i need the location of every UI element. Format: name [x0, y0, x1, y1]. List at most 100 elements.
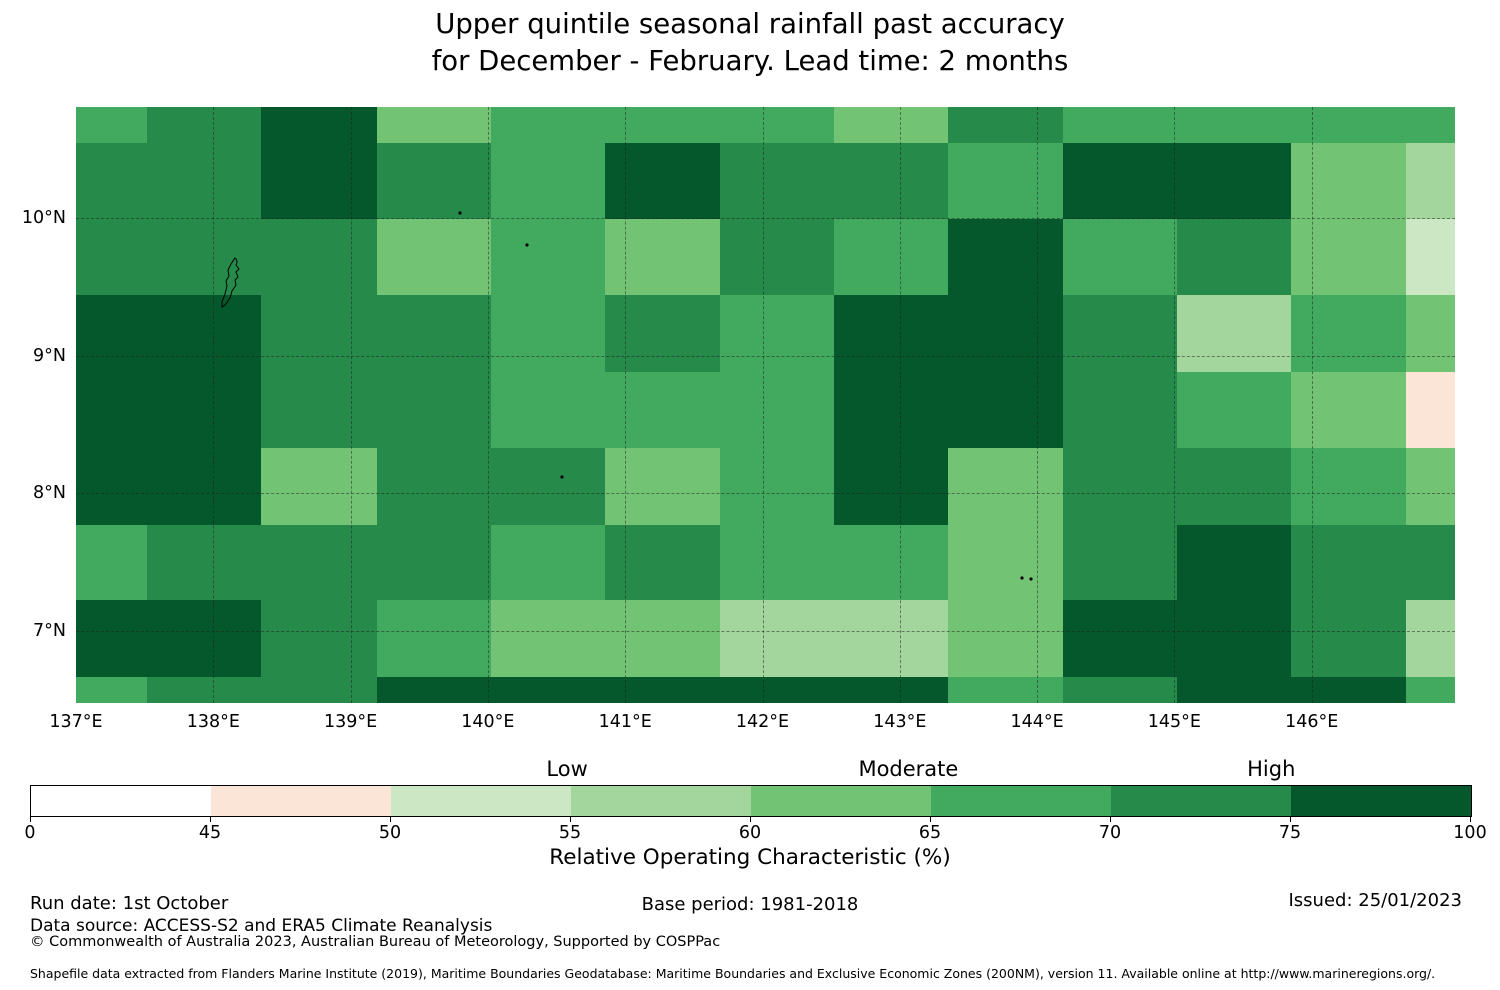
colorbar-tick-label: 75 [1278, 823, 1302, 843]
run-date-text: Run date: 1st October [30, 893, 229, 914]
heatmap-cell [377, 677, 491, 703]
heatmap-cell [1177, 372, 1291, 448]
heatmap-cell [377, 525, 491, 600]
heatmap-cell [605, 600, 720, 677]
y-tick-label: 7°N [33, 620, 66, 641]
chart-title-line1: Upper quintile seasonal rainfall past ac… [435, 8, 1065, 40]
heatmap-cell [147, 525, 261, 600]
heatmap-cell [720, 600, 834, 677]
heatmap-cell [1063, 525, 1177, 600]
heatmap-cell [76, 107, 147, 143]
heatmap-cell [76, 600, 147, 677]
heatmap-cell [147, 219, 261, 295]
heatmap-cell [948, 677, 1063, 703]
x-tick-label: 137°E [49, 712, 103, 732]
colorbar-tick [1290, 817, 1291, 822]
heatmap-cell [491, 143, 605, 219]
heatmap-cell [1177, 143, 1291, 219]
colorbar-tick-label: 100 [1453, 823, 1487, 843]
heatmap-cell [1291, 677, 1406, 703]
heatmap-cell [1063, 448, 1177, 525]
y-tick-label: 10°N [21, 208, 66, 228]
heatmap-cell [1406, 448, 1455, 525]
heatmap-cell [147, 372, 261, 448]
colorbar-tick [210, 817, 211, 822]
heatmap-cell [147, 677, 261, 703]
heatmap-cell [1406, 525, 1455, 600]
heatmap-cell [261, 219, 377, 295]
heatmap-cell [147, 143, 261, 219]
heatmap-cell [261, 372, 377, 448]
heatmap-cell [261, 525, 377, 600]
colorbar-tick [570, 817, 571, 822]
heatmap [76, 107, 1455, 703]
heatmap-cell [605, 219, 720, 295]
heatmap-cell [261, 600, 377, 677]
colorbar-tick-label: 60 [738, 823, 762, 843]
heatmap-cell [948, 600, 1063, 677]
heatmap-cell [1063, 107, 1177, 143]
colorbar-tick [30, 817, 31, 822]
heatmap-cell [1291, 143, 1406, 219]
heatmap-cell [491, 448, 605, 525]
heatmap-cell [377, 372, 491, 448]
heatmap-cell [1063, 372, 1177, 448]
x-tick-label: 138°E [186, 712, 240, 732]
heatmap-cell [147, 448, 261, 525]
heatmap-cell [1406, 295, 1455, 372]
heatmap-cell [76, 143, 147, 219]
colorbar-segment [1111, 786, 1291, 816]
heatmap-cell [76, 295, 147, 372]
heatmap-cell [491, 677, 605, 703]
heatmap-cell [491, 219, 605, 295]
heatmap-cell [605, 448, 720, 525]
heatmap-cell [834, 448, 948, 525]
colorbar-tick-label: 70 [1098, 823, 1122, 843]
heatmap-cell [834, 600, 948, 677]
heatmap-cell [147, 107, 261, 143]
heatmap-cell [1063, 600, 1177, 677]
heatmap-cell [147, 295, 261, 372]
heatmap-cell [261, 677, 377, 703]
heatmap-cell [720, 448, 834, 525]
x-tick-label: 144°E [1010, 712, 1064, 732]
data-source-text: Data source: ACCESS-S2 and ERA5 Climate … [30, 916, 493, 936]
colorbar [30, 785, 1472, 817]
heatmap-cell [948, 372, 1063, 448]
heatmap-cell [834, 525, 948, 600]
heatmap-cell [1406, 372, 1455, 448]
heatmap-cell [834, 295, 948, 372]
colorbar-segment [931, 786, 1111, 816]
x-tick-label: 146°E [1285, 712, 1339, 732]
heatmap-cell [76, 219, 147, 295]
heatmap-cell [720, 143, 834, 219]
heatmap-cell [1063, 295, 1177, 372]
heatmap-cell [1177, 107, 1291, 143]
heatmap-cell [261, 143, 377, 219]
colorbar-tick [1470, 817, 1471, 822]
heatmap-cell [76, 525, 147, 600]
heatmap-cell [1291, 525, 1406, 600]
heatmap-cell [1291, 219, 1406, 295]
colorbar-segment [751, 786, 931, 816]
shapefile-note-text: Shapefile data extracted from Flanders M… [30, 966, 1436, 981]
colorbar-zone-label: High [1247, 757, 1296, 781]
colorbar-segment [31, 786, 211, 816]
heatmap-cell [491, 600, 605, 677]
heatmap-cell [605, 143, 720, 219]
heatmap-cell [377, 143, 491, 219]
heatmap-cell [261, 295, 377, 372]
colorbar-tick [1110, 817, 1111, 822]
heatmap-cell [1406, 677, 1455, 703]
heatmap-cell [1177, 525, 1291, 600]
heatmap-cell [377, 295, 491, 372]
x-tick-label: 139°E [323, 712, 378, 732]
heatmap-cell [1291, 107, 1406, 143]
copyright-text: © Commonwealth of Australia 2023, Austra… [30, 934, 721, 950]
y-tick-label: 8°N [33, 483, 66, 504]
heatmap-cell [491, 107, 605, 143]
heatmap-cell [720, 525, 834, 600]
heatmap-cell [720, 107, 834, 143]
heatmap-cell [834, 372, 948, 448]
